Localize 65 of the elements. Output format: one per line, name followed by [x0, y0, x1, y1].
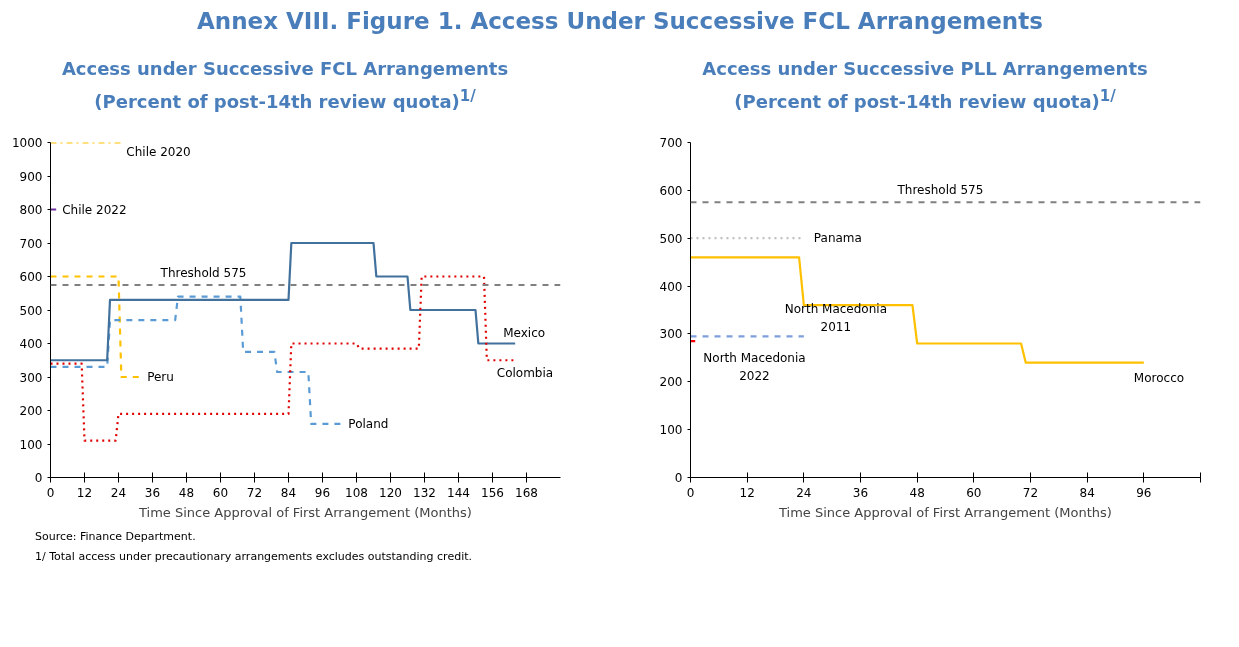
x-tick-label: 48: [178, 485, 195, 500]
source-note: Source: Finance Department.: [35, 530, 196, 543]
y-tick-label: 0: [674, 471, 683, 485]
y-tick-label: 700: [659, 136, 683, 150]
series-label: Peru: [147, 370, 174, 384]
series-label: Mexico: [503, 325, 546, 340]
x-axis-title: Time Since Approval of First Arrangement (Months): [138, 504, 472, 520]
x-tick-label: 36: [852, 485, 869, 500]
x-tick-label: 36: [144, 485, 161, 500]
x-tick-label: 60: [212, 485, 229, 500]
x-tick-label: 0: [686, 485, 695, 500]
x-tick-label: 96: [1136, 485, 1152, 500]
series-label: Panama: [813, 231, 862, 246]
x-tick-label: 84: [1079, 485, 1095, 500]
x-tick-label: 144: [447, 485, 470, 500]
y-tick-label: 1000: [11, 136, 43, 150]
x-tick-label: 48: [909, 485, 925, 500]
series-label: Morocco: [1133, 370, 1185, 385]
ref-line-label: Threshold 575: [159, 265, 247, 280]
x-tick-label: 12: [76, 485, 93, 500]
chart-title: Access under Successive PLL Arrangements: [702, 58, 1148, 79]
x-tick-label: 24: [110, 485, 127, 500]
x-tick-label: 108: [345, 485, 368, 500]
x-tick-label: 132: [413, 485, 436, 500]
y-tick-label: 200: [659, 375, 683, 390]
x-tick-label: 12: [739, 485, 755, 500]
y-tick-label: 600: [659, 183, 683, 198]
y-tick-label: 300: [19, 370, 43, 385]
x-tick-label: 72: [246, 485, 263, 500]
y-tick-label: 0: [34, 471, 43, 485]
y-tick-label: 600: [19, 270, 43, 284]
series-label: Chile 2022: [62, 202, 127, 217]
line-series: [690, 256, 1145, 364]
x-tick-label: 120: [379, 485, 402, 500]
x-tick-label: 84: [280, 485, 297, 500]
y-tick-label: 900: [19, 169, 43, 184]
y-tick-label: 200: [19, 404, 43, 418]
chart-subtitle: (Percent of post-14th review quota)$^{1/}$: [734, 86, 1116, 112]
text: 1/ Total access under precautionary arrangements excludes outstanding credit.: [35, 549, 472, 563]
series-label: North Macedonia 2011: [784, 302, 887, 335]
x-tick-label: 24: [796, 485, 812, 500]
x-tick-label: 60: [966, 485, 982, 500]
series-label: Poland: [348, 416, 389, 431]
chart-subtitle: (Percent of post-14th review quota)$^{1/}$: [94, 86, 476, 112]
x-tick-label: 96: [314, 485, 331, 500]
chart-title: Access under Successive FCL Arrangements: [61, 58, 509, 79]
x-tick-label: 168: [515, 485, 538, 500]
y-tick-label: 400: [659, 279, 683, 294]
y-tick-label: 100: [19, 437, 43, 452]
x-axis-title: Time Since Approval of First Arrangement (Months): [778, 504, 1112, 520]
y-tick-label: 500: [19, 303, 43, 318]
x-tick-label: 72: [1022, 485, 1039, 500]
series-label: Chile 2020: [126, 144, 191, 159]
y-tick-label: 300: [659, 327, 683, 342]
text: Annex VIII. Figure 1. Access Under Successive FCL Arrangements: [196, 7, 1044, 36]
y-tick-label: 100: [659, 423, 683, 438]
y-tick-label: 500: [659, 231, 683, 246]
series-label: Colombia: [496, 366, 554, 381]
x-tick-label: 0: [46, 485, 55, 500]
y-tick-label: 800: [19, 203, 43, 217]
x-tick-label: 156: [481, 485, 504, 500]
series-label: North Macedonia 2022: [703, 351, 806, 384]
y-tick-label: 400: [19, 337, 43, 351]
ref-line-label: Threshold 575: [896, 183, 984, 198]
y-tick-label: 700: [19, 236, 43, 251]
